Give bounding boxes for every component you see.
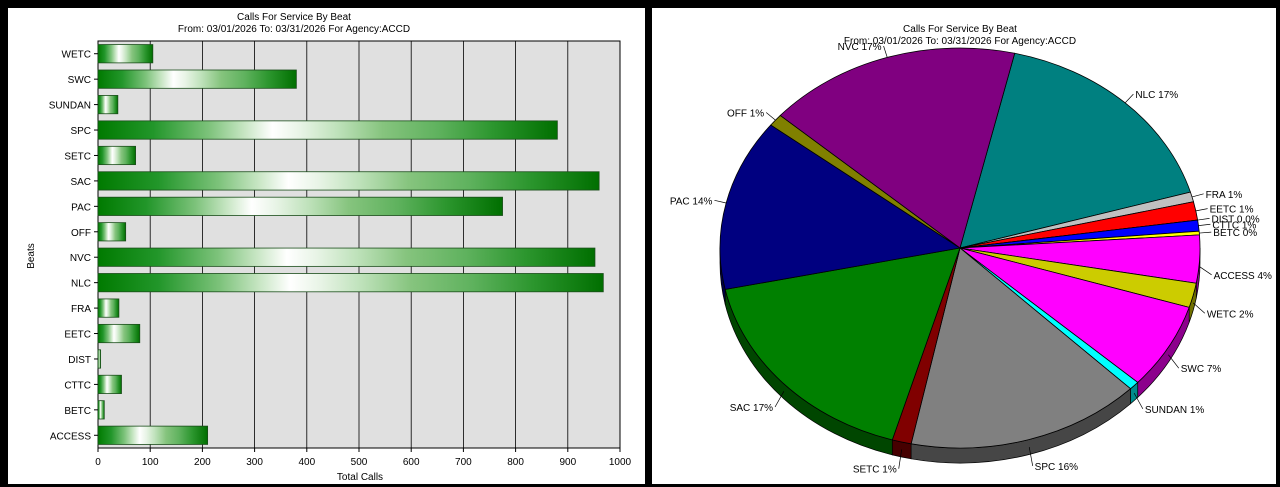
- pie-leader-line: [765, 112, 776, 121]
- pie-slice: [910, 247, 1132, 449]
- pie-chart-title: Calls For Service By Beat: [903, 24, 1017, 35]
- pie-leader-line: [1199, 266, 1212, 276]
- y-tick-label: DIST: [68, 355, 91, 366]
- pie-slice-label: SETC 1%: [853, 465, 897, 476]
- pie-leader-line: [1197, 218, 1210, 221]
- pie-slice-label: SAC 17%: [730, 403, 773, 414]
- pie-slice-label: WETC 2%: [1207, 309, 1254, 320]
- pie-leader-line: [898, 449, 903, 469]
- pie-slice: [959, 247, 1190, 383]
- pie-chart: Calls For Service By Beat From: 03/01/20…: [670, 24, 1272, 476]
- y-tick-label: SWC: [68, 75, 91, 86]
- pie-slice-label: NLC 17%: [1135, 90, 1178, 101]
- pie-leader-line: [1198, 223, 1211, 226]
- pie-leader-line: [1199, 231, 1212, 234]
- x-tick-label: 800: [507, 457, 524, 468]
- pie-slice-label: SPC 16%: [1035, 462, 1078, 473]
- pie-chart-panel: Calls For Service By Beat From: 03/01/20…: [652, 8, 1276, 484]
- bar: [97, 400, 105, 420]
- x-tick-label: 400: [298, 457, 315, 468]
- bar: [97, 323, 141, 344]
- pie-slice-label: CTTC 1%: [1212, 220, 1256, 231]
- bar: [97, 425, 209, 445]
- pie-slice-label: SUNDAN 1%: [1145, 405, 1205, 416]
- bar: [97, 44, 154, 64]
- x-tick-label: 100: [142, 457, 159, 468]
- y-tick-label: PAC: [71, 202, 91, 213]
- bar: [97, 145, 136, 166]
- x-tick-label: 700: [455, 457, 472, 468]
- x-tick-label: 0: [95, 457, 101, 468]
- bar-chart-xlabel: Total Calls: [337, 472, 383, 483]
- x-tick-label: 900: [559, 457, 576, 468]
- pie-leader-line: [1195, 208, 1208, 212]
- x-tick-label: 1000: [609, 457, 632, 468]
- bar-chart: Calls For Service By Beat From: 03/01/20…: [26, 12, 632, 483]
- bar: [97, 222, 127, 242]
- pie-slice: [724, 247, 961, 441]
- pie-leader-line: [1133, 392, 1144, 410]
- bar: [97, 247, 596, 267]
- bar-chart-title: Calls For Service By Beat: [237, 12, 351, 23]
- pie-slice-label: FRA 1%: [1206, 190, 1243, 201]
- pie-leader-line: [1191, 193, 1204, 198]
- y-tick-label: EETC: [64, 330, 91, 341]
- pie-slice-label: EETC 1%: [1210, 205, 1254, 216]
- y-tick-label: SAC: [70, 177, 91, 188]
- y-tick-label: BETC: [64, 406, 91, 417]
- bar: [97, 298, 120, 318]
- pie-slice-label: SWC 7%: [1181, 364, 1222, 375]
- y-tick-label: CTTC: [64, 380, 91, 391]
- bar-chart-subtitle: From: 03/01/2026 To: 03/31/2026 For Agen…: [178, 24, 410, 35]
- pie-leader-line: [1192, 302, 1206, 314]
- pie-slice-label: DIST 0.0%: [1212, 214, 1260, 225]
- pie-leader-line: [774, 391, 785, 408]
- bar: [97, 69, 297, 89]
- pie-leader-line: [1028, 446, 1034, 467]
- x-tick-label: 500: [351, 457, 368, 468]
- y-tick-label: FRA: [71, 304, 91, 315]
- pie-slice-label: BETC 0%: [1213, 228, 1257, 239]
- y-tick-label: ACCESS: [50, 431, 91, 442]
- pie-chart-subtitle: From: 03/01/2026 To: 03/31/2026 For Agen…: [844, 36, 1076, 47]
- y-tick-label: SPC: [70, 126, 91, 137]
- bar: [97, 171, 600, 191]
- pie-slice-label: NVC 17%: [838, 42, 882, 53]
- pie-slice-label: ACCESS 4%: [1214, 271, 1272, 282]
- x-tick-label: 300: [246, 457, 263, 468]
- pie-leader-line: [1168, 354, 1180, 369]
- bar: [97, 349, 102, 369]
- y-tick-label: OFF: [71, 228, 91, 239]
- pie-top-group: NLC 17% FRA 1% EETC 1%DIST 0.0%CTTC 1%BETC…: [670, 42, 1272, 476]
- y-tick-label: WETC: [62, 50, 91, 61]
- y-tick-label: NVC: [70, 253, 91, 264]
- pie-leader-line: [714, 199, 727, 204]
- pie-slice-label: OFF 1%: [727, 108, 764, 119]
- pie-slice: [719, 124, 962, 290]
- bar: [97, 273, 604, 293]
- pie-slice: [779, 47, 1016, 249]
- bar: [97, 95, 119, 115]
- bar: [97, 196, 503, 216]
- bar-chart-panel: Calls For Service By Beat From: 03/01/20…: [8, 8, 645, 484]
- pie-leader-line: [883, 45, 888, 58]
- x-tick-label: 200: [194, 457, 211, 468]
- bar-chart-ylabel: Beats: [26, 243, 37, 269]
- pie-slice-label: PAC 14%: [670, 196, 713, 207]
- bar: [97, 374, 122, 394]
- x-tick-label: 600: [403, 457, 420, 468]
- bar: [97, 120, 558, 140]
- y-tick-label: NLC: [71, 279, 91, 290]
- pie-leader-line: [1124, 93, 1134, 104]
- y-tick-label: SUNDAN: [49, 101, 91, 112]
- y-tick-label: SETC: [64, 151, 91, 162]
